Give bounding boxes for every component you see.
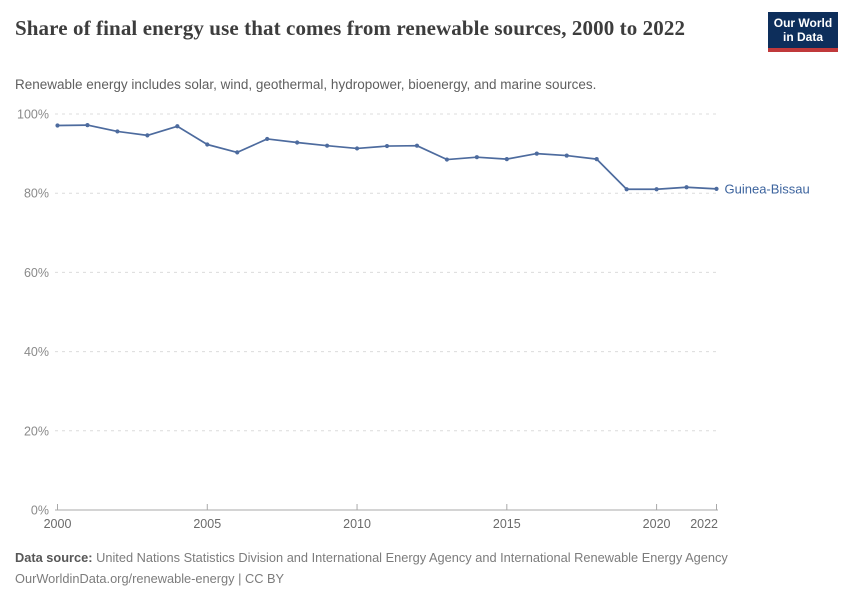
chart-subtitle: Renewable energy includes solar, wind, g… [15, 77, 597, 92]
data-point [444, 157, 450, 162]
x-axis-tick-label: 2015 [493, 517, 521, 531]
chart-footer: Data source: United Nations Statistics D… [15, 547, 835, 589]
data-point [714, 186, 719, 191]
data-point [534, 151, 539, 156]
data-point [235, 150, 240, 155]
data-point [145, 133, 150, 138]
x-axis-tick-label: 2022 [690, 517, 718, 531]
data-source-text: United Nations Statistics Division and I… [92, 550, 728, 565]
data-source-line: Data source: United Nations Statistics D… [15, 547, 835, 568]
y-axis-tick-label: 20% [24, 424, 49, 438]
data-point [414, 143, 420, 148]
owid-logo: Our World in Data [768, 12, 838, 52]
line-chart: 0% 20% 40% 60% 80% 100% 2000 2005 2010 2015 2020 20… [17, 108, 810, 532]
data-source-label: Data source: [15, 550, 93, 565]
data-point [265, 136, 270, 142]
data-point [654, 187, 659, 192]
owid-logo-line1: Our World [773, 16, 833, 30]
data-point [55, 123, 60, 128]
x-axis-tick-label: 2010 [343, 517, 371, 531]
footer-link-line: OurWorldinData.org/renewable-energy | CC… [15, 571, 285, 586]
data-point [324, 143, 330, 148]
y-axis-tick-label: 60% [24, 266, 49, 280]
data-point [205, 142, 210, 147]
data-line [57, 124, 717, 191]
y-axis-tick-label: 80% [24, 187, 49, 201]
data-point [354, 146, 360, 151]
data-point [115, 129, 120, 134]
y-axis-tick-label: 100% [17, 108, 49, 122]
data-point [175, 124, 180, 129]
x-axis-tick-label: 2000 [44, 517, 72, 531]
y-axis-tick-label: 0% [31, 504, 49, 518]
data-point [684, 185, 689, 190]
data-point [85, 122, 90, 128]
owid-logo-line2: in Data [782, 30, 823, 44]
data-point [624, 187, 629, 192]
data-point [295, 140, 300, 145]
x-axis-tick-label: 2020 [643, 517, 671, 531]
page-title: Share of final energy use that comes fro… [15, 16, 686, 40]
y-axis-tick-label: 40% [24, 345, 49, 359]
data-point [474, 155, 479, 160]
data-point [384, 143, 390, 149]
data-point [594, 157, 599, 162]
x-axis-tick-label: 2005 [193, 517, 221, 531]
data-point [504, 157, 509, 162]
series-end-label: Guinea-Bissau [725, 181, 810, 196]
data-point [564, 153, 569, 158]
